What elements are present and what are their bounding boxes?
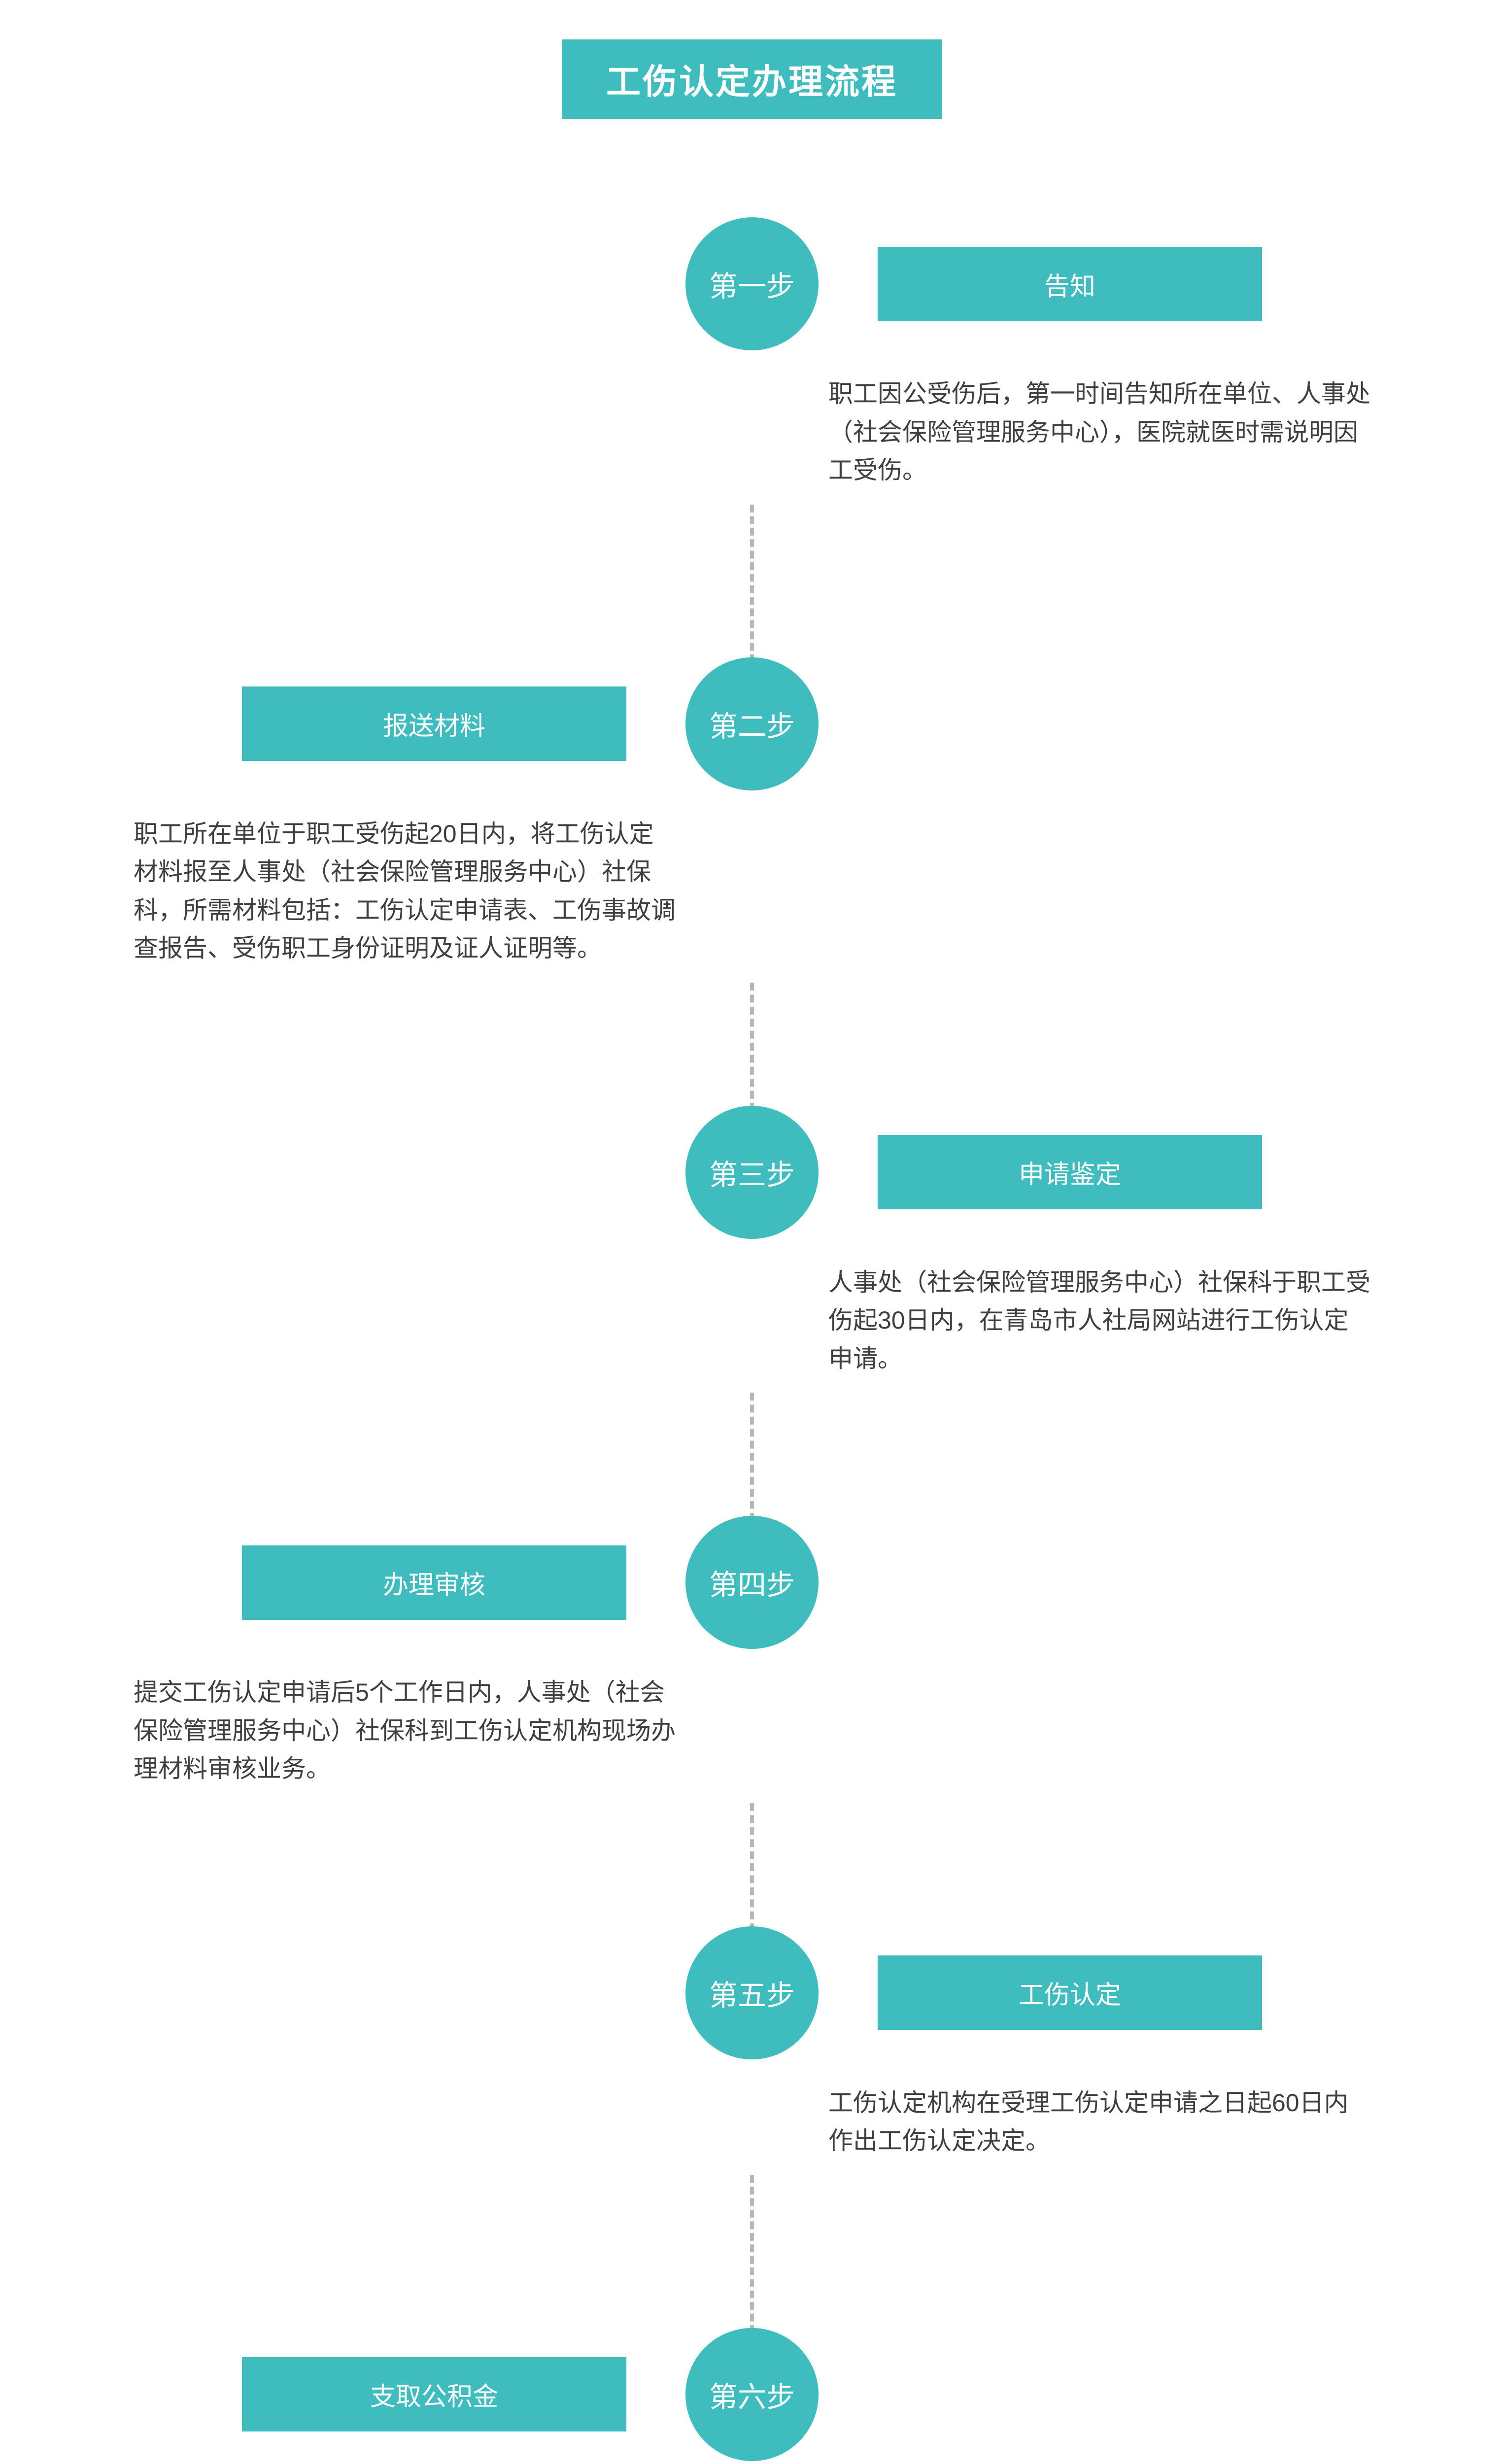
step-title-box: 支取公积金: [242, 2357, 626, 2431]
step-4: 第四步 办理审核 提交工伤认定申请后5个工作日内，人事处（社会保险管理服务中心）…: [0, 1516, 1504, 1808]
step-circle: 第一步: [685, 217, 819, 350]
step-title-box: 办理审核: [242, 1545, 626, 1620]
step-circle: 第五步: [685, 1926, 819, 2059]
step-title-box: 工伤认定: [878, 1955, 1262, 2030]
connector: [750, 1393, 754, 1521]
step-circle: 第四步: [685, 1516, 819, 1649]
step-5: 第五步 工伤认定 工伤认定机构在受理工伤认定申请之日起60日内作出工伤认定决定。: [0, 1926, 1504, 2180]
step-description: 人事处（社会保险管理服务中心）社保科于职工受伤起30日内，在青岛市人社局网站进行…: [828, 1239, 1370, 1398]
connector: [750, 505, 754, 662]
step-circle: 第三步: [685, 1106, 819, 1239]
step-description: 职工因公受伤后，第一时间告知所在单位、人事处（社会保险管理服务中心），医院就医时…: [828, 350, 1370, 510]
connector: [750, 1803, 754, 1931]
connector: [750, 983, 754, 1111]
step-title-box: 告知: [878, 247, 1262, 321]
step-description: 职工所在单位于职工受伤起20日内，将工伤认定材料报至人事处（社会保险管理服务中心…: [134, 790, 676, 988]
step-description: 工伤认定机构在受理工伤认定申请之日起60日内作出工伤认定决定。: [828, 2059, 1370, 2180]
flowchart-container: 工伤认定办理流程 第一步 告知 职工因公受伤后，第一时间告知所在单位、人事处（社…: [0, 39, 1504, 2464]
step-circle: 第六步: [685, 2328, 819, 2461]
step-1: 第一步 告知 职工因公受伤后，第一时间告知所在单位、人事处（社会保险管理服务中心…: [0, 217, 1504, 510]
timeline: 第一步 告知 职工因公受伤后，第一时间告知所在单位、人事处（社会保险管理服务中心…: [0, 217, 1504, 2464]
step-title-box: 申请鉴定: [878, 1135, 1262, 1209]
page-title: 工伤认定办理流程: [562, 39, 942, 119]
step-circle: 第二步: [685, 657, 819, 790]
step-3: 第三步 申请鉴定 人事处（社会保险管理服务中心）社保科于职工受伤起30日内，在青…: [0, 1106, 1504, 1398]
step-description: 受伤职工收到《工伤认定决定书》后，本人携带相关材料到医院办理医疗费用结算。: [134, 2461, 676, 2464]
step-title-box: 报送材料: [242, 686, 626, 761]
connector: [750, 2175, 754, 2333]
step-description: 提交工伤认定申请后5个工作日内，人事处（社会保险管理服务中心）社保科到工伤认定机…: [134, 1649, 676, 1808]
step-2: 第二步 报送材料 职工所在单位于职工受伤起20日内，将工伤认定材料报至人事处（社…: [0, 657, 1504, 988]
